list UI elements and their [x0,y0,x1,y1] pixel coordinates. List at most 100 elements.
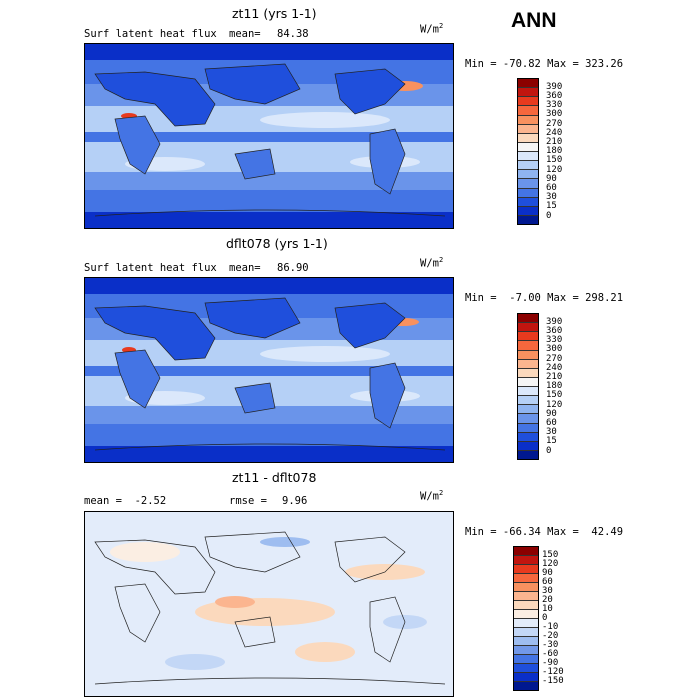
colorbar-swatch [514,637,538,646]
colorbar-tick: 60 [546,182,557,193]
colorbar-tick: -30 [542,640,559,651]
colorbar-swatch [518,332,538,342]
panel2-title: dflt078 (yrs 1-1) [226,236,328,251]
colorbar-swatch [518,432,538,442]
panel2-mean-value: 86.90 [277,262,309,274]
colorbar-tick: -150 [542,676,564,687]
colorbar-swatch [518,152,538,162]
colorbar-tick: 330 [546,100,563,111]
colorbar-tick: 360 [546,325,563,336]
colorbar-swatch [518,179,538,189]
colorbar-swatch [518,359,538,369]
colorbar-tick: 90 [546,173,557,184]
panel2-mean-label: mean= [229,262,261,274]
colorbar-swatch [514,565,538,574]
panel3-rmse-label: rmse = [229,495,267,507]
colorbar-tick: 360 [546,90,563,101]
colorbar-swatch [514,547,538,556]
colorbar-tick: 180 [546,381,563,392]
colorbar-tick: -20 [542,631,559,642]
panel1-colorbar [517,78,539,225]
colorbar-tick: 0 [546,210,552,221]
colorbar-tick: 210 [546,136,563,147]
colorbar-tick: 270 [546,118,563,129]
colorbar-swatch [518,405,538,415]
season-label: ANN [511,9,557,32]
colorbar-swatch [518,377,538,387]
colorbar-swatch [518,170,538,180]
colorbar-tick: 390 [546,316,563,327]
colorbar-swatch [518,314,538,324]
colorbar-swatch [518,88,538,98]
colorbar-swatch [518,124,538,134]
colorbar-swatch [514,574,538,583]
colorbar-tick: 10 [542,604,553,614]
colorbar-tick: 30 [546,427,557,438]
panel3-map [84,511,454,697]
colorbar-tick: 15 [546,436,557,447]
colorbar-swatch [518,142,538,152]
colorbar-swatch [518,341,538,351]
colorbar-swatch [518,97,538,107]
colorbar-tick: 300 [546,109,563,120]
colorbar-swatch [514,619,538,628]
colorbar-swatch [518,79,538,89]
colorbar-tick: 30 [546,192,557,203]
colorbar-swatch [518,133,538,143]
colorbar-tick: 150 [546,155,563,166]
colorbar-tick: 90 [546,408,557,419]
colorbar-swatch [514,628,538,637]
colorbar-swatch [514,673,538,682]
colorbar-swatch [514,664,538,673]
panel3-minmax: Min = -66.34 Max = 42.49 [465,526,624,538]
colorbar-swatch [518,350,538,360]
panel2-minmax: Min = -7.00 Max = 298.21 [465,292,624,304]
colorbar-tick: 60 [546,417,557,428]
colorbar-tick: 240 [546,362,563,373]
colorbar-swatch [518,323,538,333]
colorbar-swatch [518,115,538,125]
panel1-mean-label: mean= [229,28,261,40]
colorbar-tick: -90 [542,658,559,669]
colorbar-tick: 210 [546,371,563,382]
colorbar-tick: 120 [546,399,563,410]
colorbar-tick: 180 [546,146,563,157]
colorbar-swatch [518,188,538,198]
colorbar-tick: 240 [546,127,563,138]
panel3-rmse-value: 9.96 [282,495,308,507]
colorbar-swatch [518,414,538,424]
colorbar-tick: 120 [542,558,559,569]
colorbar-swatch [514,682,538,690]
panel1-map-svg [85,44,453,228]
colorbar-tick: -120 [542,667,564,678]
colorbar-tick: 270 [546,353,563,364]
colorbar-swatch [514,646,538,655]
panel2-colorbar [517,313,539,460]
colorbar-swatch [518,215,538,224]
panel2-map [84,277,454,463]
colorbar-swatch [514,556,538,565]
panel1-field-label: Surf latent heat flux [84,28,217,40]
panel3-colorbar [513,546,539,691]
colorbar-tick: 30 [542,585,553,596]
colorbar-swatch [518,161,538,171]
colorbar-swatch [518,106,538,116]
panel2-field-label: Surf latent heat flux [84,262,217,274]
colorbar-tick: -10 [542,622,559,633]
colorbar-swatch [514,601,538,610]
colorbar-swatch [514,583,538,592]
colorbar-swatch [514,610,538,619]
panel3-colorbar-ticks: 150 120 90 60 30 20 10 0 -10 -20 -30 -60… [542,546,586,691]
panel1-colorbar-ticks: 390 360 330 300 270 240 210 180 150 120 … [546,78,586,225]
panel3-units: W/m2 [420,489,444,503]
colorbar-tick: 300 [546,344,563,355]
colorbar-tick: 120 [546,164,563,175]
colorbar-swatch [514,592,538,601]
colorbar-swatch [518,441,538,451]
colorbar-tick: 390 [546,81,563,92]
colorbar-swatch [518,423,538,433]
panel1-minmax: Min = -70.82 Max = 323.26 [465,58,624,70]
panel1-map [84,43,454,229]
colorbar-swatch [518,450,538,459]
colorbar-tick: 150 [542,549,559,560]
